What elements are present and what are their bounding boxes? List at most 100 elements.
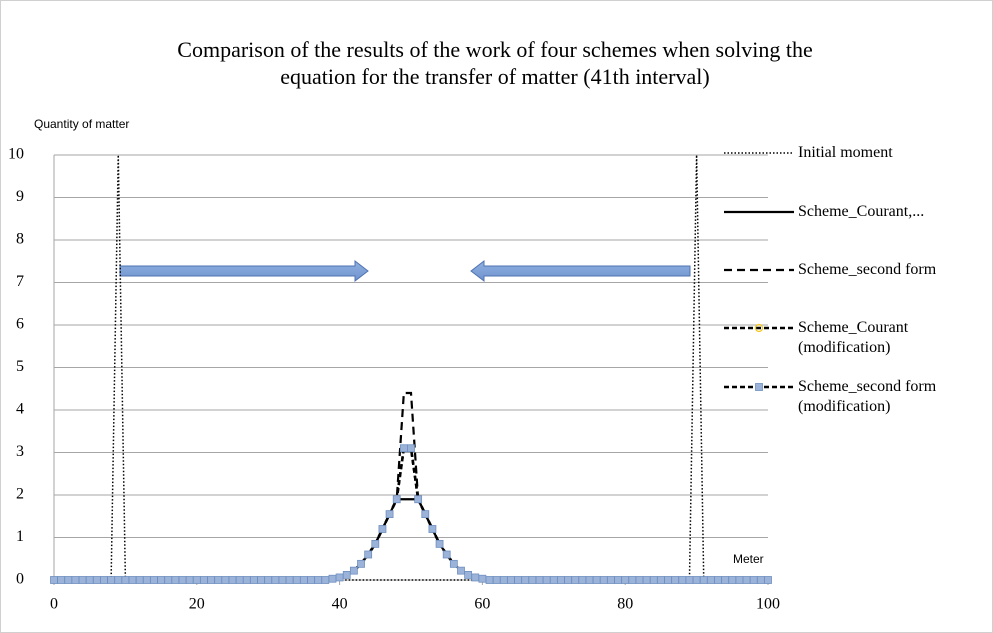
marker (221, 576, 230, 584)
marker (85, 576, 94, 584)
marker (307, 576, 315, 584)
marker (142, 576, 151, 584)
marker (514, 576, 522, 584)
marker (657, 576, 665, 584)
marker (321, 576, 330, 584)
marker (571, 576, 580, 584)
marker (235, 576, 244, 584)
marker (564, 576, 572, 584)
marker (135, 576, 144, 584)
marker (521, 576, 530, 584)
x-tick-label: 100 (756, 596, 780, 613)
y-tick-label: 2 (16, 486, 24, 503)
chart-title: Comparison of the results of the work of… (177, 37, 813, 89)
marker (228, 576, 237, 584)
marker (192, 576, 201, 584)
marker (164, 576, 173, 584)
marker (499, 576, 508, 584)
marker (64, 576, 73, 584)
marker (635, 576, 644, 584)
marker (71, 576, 80, 584)
marker (250, 576, 258, 584)
marker (200, 576, 208, 584)
x-tick-label: 80 (617, 596, 633, 613)
marker (528, 576, 537, 584)
marker (214, 576, 223, 584)
marker (150, 576, 158, 584)
y-tick-label: 5 (16, 358, 24, 375)
marker (549, 576, 558, 584)
marker (278, 576, 287, 584)
marker (428, 525, 437, 533)
y-tick-label: 8 (16, 231, 24, 248)
marker (121, 576, 130, 584)
marker (664, 576, 672, 584)
marker (342, 571, 351, 579)
marker (378, 525, 387, 533)
marker (721, 576, 730, 584)
marker (178, 576, 187, 584)
marker (756, 576, 765, 584)
legend-label: Scheme_Courant,... (798, 203, 925, 220)
marker (735, 576, 744, 584)
marker (485, 576, 494, 584)
y-tick-label: 9 (16, 188, 24, 205)
marker (328, 574, 337, 583)
legend-label: Scheme_second form (modification) (798, 378, 937, 415)
x-tick-label: 60 (474, 596, 490, 613)
y-tick-label: 0 (16, 571, 24, 588)
y-tick-label: 7 (16, 273, 24, 290)
arrow-left (470, 259, 691, 283)
marker (749, 576, 758, 584)
marker (292, 576, 301, 584)
y-tick-label: 3 (16, 443, 24, 460)
x-tick-label: 40 (332, 596, 348, 613)
marker (114, 576, 123, 584)
marker (607, 576, 615, 584)
marker (728, 576, 737, 584)
marker (100, 576, 108, 584)
marker (457, 566, 465, 575)
y-tick-label: 4 (16, 401, 24, 418)
marker (335, 573, 344, 582)
y-tick-label: 10 (8, 146, 24, 163)
marker (242, 576, 251, 584)
marker (764, 576, 772, 584)
marker (714, 576, 722, 584)
marker (578, 576, 587, 584)
legend-marker (754, 323, 764, 333)
marker (407, 444, 415, 453)
marker (471, 573, 480, 582)
y-tick-label: 6 (16, 316, 24, 333)
marker (57, 576, 66, 584)
legend-label: Scheme_Courant (modification) (798, 319, 909, 356)
marker (271, 576, 280, 584)
marker (157, 576, 166, 584)
marker (357, 559, 365, 568)
marker (507, 576, 515, 584)
marker (257, 576, 265, 584)
y-tick-label: 1 (16, 528, 24, 545)
marker (692, 576, 701, 584)
arrow-right (119, 259, 369, 283)
x-tick-label: 0 (50, 596, 58, 613)
marker (628, 576, 637, 584)
x-tick-label: 20 (189, 596, 205, 613)
marker (185, 576, 194, 584)
marker (478, 574, 487, 583)
marker (50, 576, 58, 584)
marker (614, 576, 622, 584)
y-axis-label: Quantity of matter (34, 117, 129, 131)
marker (107, 576, 116, 584)
marker (392, 495, 401, 504)
marker (642, 576, 651, 584)
marker (314, 576, 323, 584)
marker (78, 576, 87, 584)
marker (171, 576, 180, 584)
marker (414, 495, 423, 504)
marker (299, 576, 308, 584)
marker (442, 550, 451, 559)
